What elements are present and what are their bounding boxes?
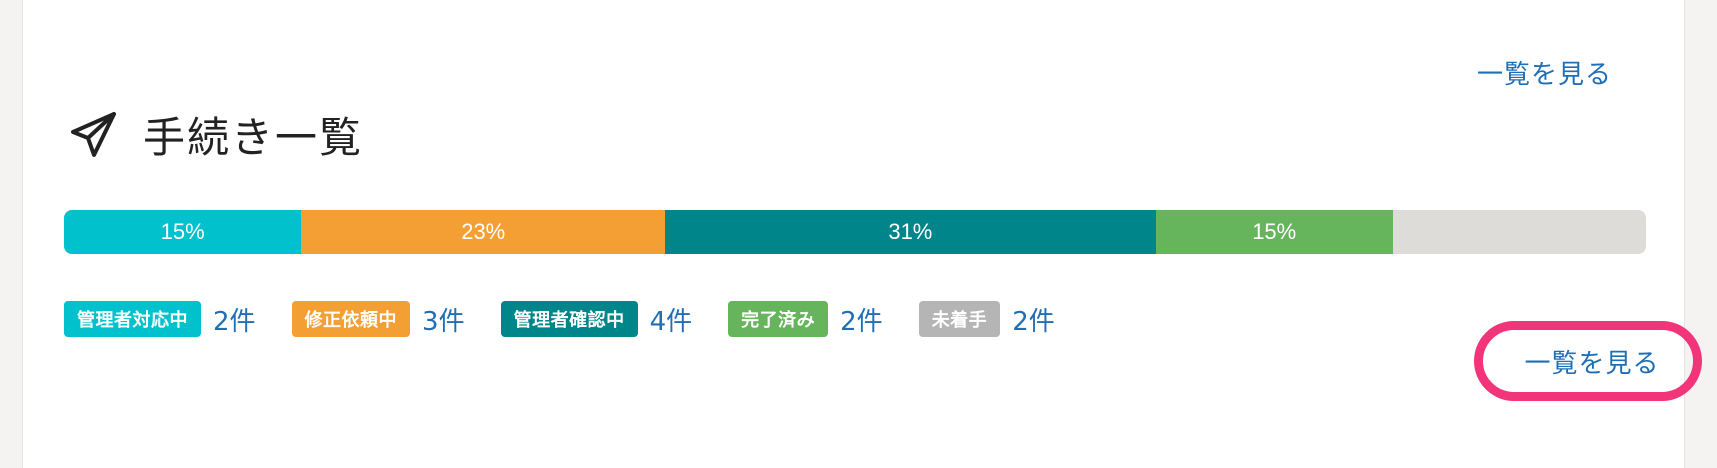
progress-segment-admin-reviewing: 31% (665, 210, 1155, 254)
status-count[interactable]: 2件 (1012, 301, 1055, 338)
status-count[interactable]: 2件 (840, 301, 883, 338)
legend-item[interactable]: 管理者確認中 4件 (501, 301, 693, 338)
status-badge-not-started: 未着手 (919, 301, 1001, 337)
status-count[interactable]: 4件 (650, 301, 693, 338)
status-badge-revision-requested: 修正依頼中 (292, 301, 411, 337)
legend-item[interactable]: 管理者対応中 2件 (64, 301, 256, 338)
highlight-circle: 一覧を見る (1474, 321, 1702, 401)
title-row: 手続き一覧 (69, 102, 363, 166)
progress-segment-completed: 15% (1156, 210, 1393, 254)
status-count[interactable]: 3件 (422, 301, 465, 338)
paper-plane-icon (69, 109, 119, 159)
status-count[interactable]: 2件 (213, 301, 256, 338)
page-title: 手続き一覧 (143, 104, 363, 165)
progress-segment-revision-requested: 23% (301, 210, 665, 254)
status-badge-completed: 完了済み (728, 301, 828, 337)
legend-item[interactable]: 未着手 2件 (919, 301, 1055, 338)
progress-segment-admin-handling: 15% (64, 210, 301, 254)
legend-item[interactable]: 修正依頼中 3件 (292, 301, 465, 338)
view-all-link-top[interactable]: 一覧を見る (1477, 54, 1612, 91)
legend-item[interactable]: 完了済み 2件 (728, 301, 883, 338)
progress-segment-not-started (1393, 210, 1646, 254)
view-all-link-bottom[interactable]: 一覧を見る (1524, 343, 1659, 380)
status-progress-bar: 15% 23% 31% 15% (64, 210, 1646, 254)
procedures-card: 一覧を見る 手続き一覧 15% 23% 31% 15% 管理者対応中 2件 修正… (22, 0, 1685, 468)
status-badge-admin-handling: 管理者対応中 (64, 301, 201, 337)
status-badge-admin-reviewing: 管理者確認中 (501, 301, 638, 337)
status-legend: 管理者対応中 2件 修正依頼中 3件 管理者確認中 4件 完了済み 2件 未着手… (64, 300, 1091, 338)
